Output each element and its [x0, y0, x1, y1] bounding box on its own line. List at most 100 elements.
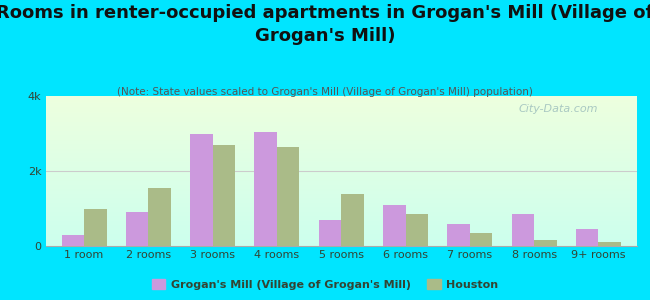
Bar	[46, 169, 637, 170]
Bar	[46, 96, 637, 97]
Bar	[46, 157, 637, 158]
Text: (Note: State values scaled to Grogan's Mill (Village of Grogan's Mill) populatio: (Note: State values scaled to Grogan's M…	[117, 87, 533, 97]
Bar	[46, 159, 637, 160]
Bar	[46, 177, 637, 178]
Bar	[46, 208, 637, 209]
Bar	[46, 162, 637, 163]
Bar	[46, 182, 637, 183]
Bar	[470, 233, 492, 246]
Bar	[46, 229, 637, 230]
Bar	[46, 230, 637, 231]
Bar	[46, 145, 637, 146]
Bar	[46, 160, 637, 161]
Bar	[46, 116, 637, 117]
Bar	[46, 194, 637, 195]
Bar	[46, 148, 637, 149]
Bar	[46, 150, 637, 151]
Bar	[46, 141, 637, 142]
Bar	[46, 164, 637, 165]
Bar	[46, 228, 637, 229]
Bar	[46, 238, 637, 239]
Bar	[46, 202, 637, 203]
Bar	[46, 134, 637, 135]
Bar	[46, 192, 637, 193]
Bar	[46, 204, 637, 205]
Bar	[46, 147, 637, 148]
Bar	[46, 190, 637, 191]
Bar	[46, 146, 637, 147]
Bar	[46, 102, 637, 103]
Bar	[46, 242, 637, 243]
Bar	[46, 143, 637, 144]
Bar	[46, 130, 637, 131]
Bar	[46, 158, 637, 159]
Bar	[46, 199, 637, 200]
Bar	[46, 224, 637, 225]
Bar	[46, 104, 637, 105]
Bar	[46, 185, 637, 186]
Bar	[46, 126, 637, 127]
Bar	[46, 200, 637, 201]
Bar	[46, 237, 637, 238]
Bar	[46, 180, 637, 181]
Bar	[46, 151, 637, 152]
Bar	[46, 142, 637, 143]
Bar	[46, 137, 637, 138]
Bar	[277, 147, 300, 246]
Bar	[46, 218, 637, 219]
Bar	[46, 118, 637, 119]
Bar	[406, 214, 428, 246]
Bar	[46, 203, 637, 204]
Bar	[46, 226, 637, 227]
Bar	[46, 195, 637, 196]
Bar	[46, 100, 637, 101]
Bar	[190, 134, 213, 246]
Bar	[46, 178, 637, 179]
Bar	[46, 113, 637, 114]
Bar	[46, 184, 637, 185]
Bar	[46, 176, 637, 177]
Bar	[46, 198, 637, 199]
Bar	[46, 135, 637, 136]
Bar	[46, 115, 637, 116]
Bar	[46, 188, 637, 189]
Bar	[46, 123, 637, 124]
Bar	[46, 209, 637, 210]
Bar	[341, 194, 364, 246]
Bar	[46, 160, 637, 161]
Bar	[46, 175, 637, 176]
Bar	[46, 163, 637, 164]
Bar	[46, 193, 637, 194]
Bar	[46, 106, 637, 107]
Bar	[46, 120, 637, 121]
Bar	[46, 114, 637, 115]
Bar	[46, 174, 637, 175]
Bar	[576, 229, 599, 246]
Bar	[46, 207, 637, 208]
Bar	[213, 145, 235, 246]
Bar	[46, 219, 637, 220]
Bar	[46, 153, 637, 154]
Bar	[46, 231, 637, 232]
Bar	[46, 132, 637, 133]
Bar	[46, 196, 637, 197]
Bar	[46, 222, 637, 223]
Bar	[46, 111, 637, 112]
Bar	[46, 212, 637, 213]
Bar	[46, 234, 637, 235]
Bar	[46, 98, 637, 99]
Bar	[46, 223, 637, 224]
Bar	[46, 205, 637, 206]
Text: City-Data.com: City-Data.com	[519, 103, 598, 113]
Bar	[46, 103, 637, 104]
Bar	[46, 124, 637, 125]
Bar	[46, 202, 637, 203]
Bar	[254, 132, 277, 246]
Bar	[46, 201, 637, 202]
Bar	[46, 97, 637, 98]
Bar	[46, 101, 637, 102]
Bar	[46, 189, 637, 190]
Bar	[46, 227, 637, 228]
Bar	[46, 165, 637, 166]
Bar	[46, 133, 637, 134]
